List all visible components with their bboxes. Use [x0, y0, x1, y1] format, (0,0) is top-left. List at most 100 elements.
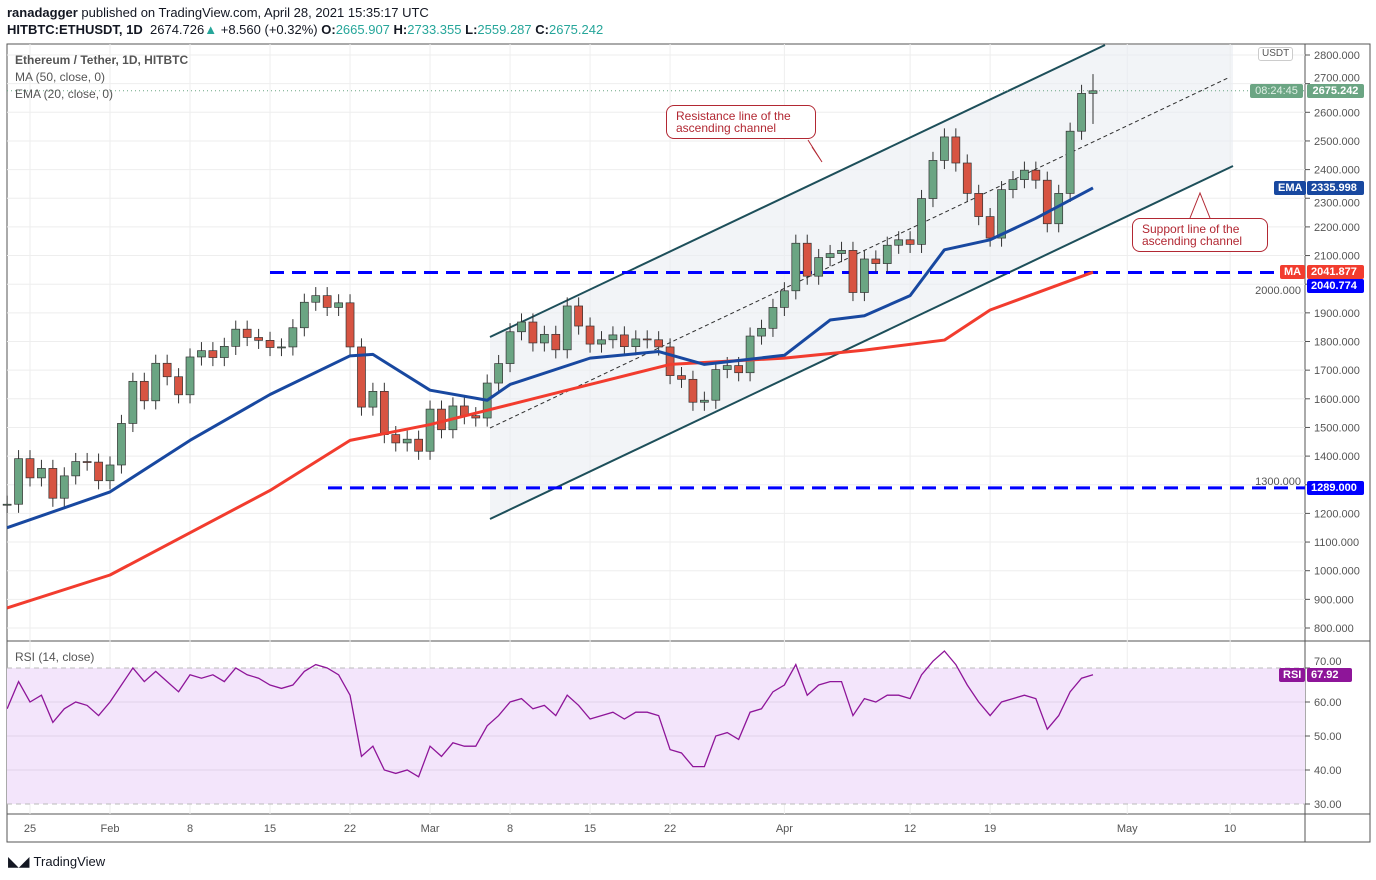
- candle: [425, 400, 435, 460]
- candle: [105, 456, 115, 490]
- candle: [242, 320, 252, 347]
- candle: [185, 348, 195, 404]
- candle-body: [757, 327, 766, 337]
- candle: [1077, 84, 1086, 140]
- candle-body: [48, 468, 58, 499]
- candle-body: [768, 307, 778, 329]
- candle-body: [2, 503, 12, 506]
- time-tick-label: May: [1117, 823, 1138, 835]
- candle-body: [265, 340, 275, 348]
- candle-body: [780, 290, 789, 308]
- candle-body: [825, 253, 835, 258]
- ma-tag-label: MA: [1280, 265, 1306, 279]
- candle-body: [528, 321, 538, 344]
- price-tick-label: 2500.000: [1314, 136, 1360, 148]
- candle: [368, 382, 378, 416]
- candle: [928, 151, 938, 208]
- candle-body: [254, 337, 263, 341]
- time-tick-label: 8: [507, 823, 513, 835]
- currency-badge[interactable]: USDT: [1258, 47, 1294, 61]
- time-tick-label: 15: [264, 823, 276, 835]
- candle-body: [631, 338, 641, 348]
- candle-body: [128, 380, 138, 424]
- candle: [505, 323, 515, 373]
- candle: [825, 244, 835, 267]
- tradingview-logo[interactable]: ◣◢ TradingView: [8, 853, 105, 870]
- candle: [25, 450, 35, 487]
- ma-legend[interactable]: MA (50, close, 0): [15, 70, 106, 84]
- candle-body: [551, 333, 561, 351]
- publisher[interactable]: ranadagger: [7, 5, 78, 20]
- rsi-legend[interactable]: RSI (14, close): [15, 650, 95, 664]
- candle: [265, 331, 275, 357]
- candle: [151, 354, 161, 410]
- candle-body: [677, 375, 686, 380]
- candle: [642, 330, 652, 349]
- resistance-line: [489, 44, 1106, 338]
- candle: [139, 372, 149, 410]
- price-tick-label: 1600.000: [1314, 394, 1360, 406]
- candle: [128, 372, 138, 433]
- candle: [665, 338, 675, 385]
- candle-body: [848, 250, 858, 293]
- time-tick-label: 22: [664, 823, 676, 835]
- candle-body: [962, 162, 972, 194]
- candle: [14, 450, 23, 513]
- candle-body: [105, 464, 115, 482]
- candle: [711, 360, 721, 409]
- symbol: HITBTC:ETHUSDT, 1D: [7, 22, 143, 37]
- open-value: 2665.907: [335, 22, 390, 37]
- candle-body: [917, 198, 926, 245]
- candle-body: [940, 136, 949, 161]
- candle: [254, 328, 263, 349]
- candle-body: [288, 327, 298, 348]
- candle: [814, 248, 824, 285]
- candle: [631, 330, 641, 356]
- rsi-line: [6, 650, 1094, 778]
- candle: [848, 241, 858, 302]
- price-tick-label: 2300.000: [1314, 197, 1360, 209]
- candle: [951, 128, 961, 172]
- candle-body: [574, 305, 583, 327]
- candle: [585, 317, 595, 353]
- price-tick-label: 1800.000: [1314, 337, 1360, 349]
- candle: [37, 459, 46, 487]
- candle-body: [151, 362, 161, 402]
- price-tick-label: 1500.000: [1314, 422, 1360, 434]
- rsi-tag-label: RSI: [1279, 668, 1306, 682]
- ema-tag-label: EMA: [1274, 181, 1307, 195]
- resistance-callout[interactable]: Resistance line of the ascending channel: [666, 105, 816, 139]
- candle: [962, 154, 972, 202]
- candle-body: [951, 136, 961, 164]
- price-tick-label: 1100.000: [1314, 537, 1359, 549]
- candle-body: [494, 363, 503, 384]
- support-callout[interactable]: Support line of the ascending channel: [1132, 218, 1268, 252]
- candle: [802, 234, 812, 285]
- price-tick-label: 2800.000: [1314, 50, 1360, 62]
- candle-body: [174, 376, 183, 396]
- rsi-tick-label: 70.00: [1314, 656, 1342, 668]
- ema-value-tag: 2335.998: [1307, 181, 1364, 195]
- candle: [117, 414, 126, 474]
- ema-legend[interactable]: EMA (20, close, 0): [15, 87, 114, 101]
- candle-body: [882, 244, 892, 264]
- candle-body: [425, 408, 435, 452]
- candle-body: [334, 302, 343, 308]
- candle: [574, 297, 583, 335]
- candle: [1065, 122, 1075, 202]
- candle: [974, 184, 984, 226]
- candle-body: [299, 301, 309, 329]
- rsi-tick-label: 50.00: [1314, 731, 1342, 743]
- price-tick-label: 2200.000: [1314, 222, 1360, 234]
- candle: [71, 452, 81, 485]
- candle-body: [871, 258, 881, 264]
- candle-body: [242, 328, 252, 338]
- candle-body: [688, 378, 698, 403]
- symbol-line: HITBTC:ETHUSDT, 1D 2674.726▲ +8.560 (+0.…: [7, 22, 604, 37]
- candle-body: [1031, 169, 1041, 181]
- candle-body: [642, 338, 652, 341]
- candle-body: [37, 468, 46, 479]
- candle: [528, 313, 538, 352]
- price-tick-label: 1300.000: [1255, 476, 1301, 488]
